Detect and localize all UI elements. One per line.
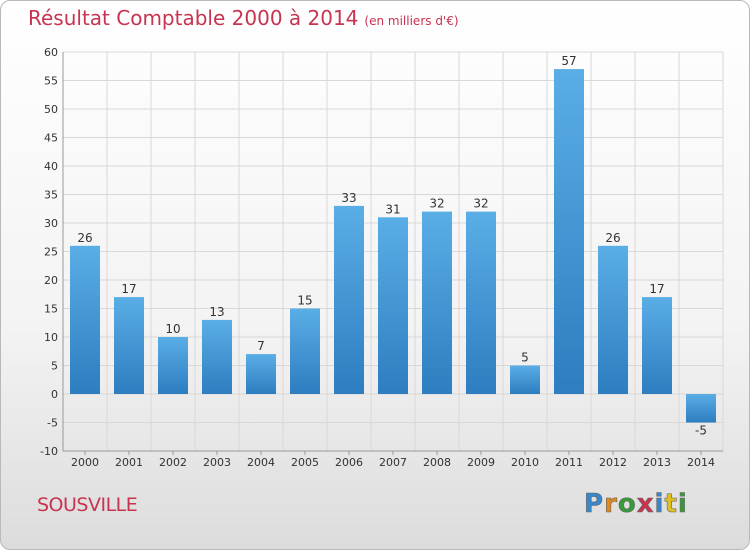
bar-2006 xyxy=(334,205,364,394)
bar-2001 xyxy=(114,297,144,394)
x-tick-label: 2005 xyxy=(291,456,319,469)
bar-2002 xyxy=(158,337,188,394)
chart-subtitle: (en milliers d'€) xyxy=(364,14,459,28)
x-tick-label: 2007 xyxy=(379,456,407,469)
value-label-2012: 26 xyxy=(605,231,620,245)
logo-letter: i xyxy=(654,489,665,520)
bar-2009 xyxy=(466,211,496,394)
y-tick-label: -5 xyxy=(47,417,58,430)
bar-2000 xyxy=(70,245,100,394)
y-tick-label: 40 xyxy=(44,160,58,173)
x-tick-label: 2000 xyxy=(71,456,99,469)
logo-letter: x xyxy=(636,489,655,520)
y-tick-label: 50 xyxy=(44,103,58,116)
y-tick-label: 20 xyxy=(44,274,58,287)
y-tick-label: 45 xyxy=(44,132,58,145)
logo-letter: t xyxy=(664,489,678,520)
value-label-2010: 5 xyxy=(521,351,529,365)
value-label-2004: 7 xyxy=(257,339,265,353)
value-label-2011: 57 xyxy=(561,54,576,68)
x-tick-label: 2003 xyxy=(203,456,231,469)
value-label-2006: 33 xyxy=(341,191,356,205)
x-tick-label: 2014 xyxy=(687,456,715,469)
location-name: SOUSVILLE xyxy=(37,494,138,516)
bar-2014 xyxy=(686,394,716,423)
proxiti-logo: Proxiti xyxy=(584,489,688,520)
logo-letter: o xyxy=(617,489,637,520)
x-tick-label: 2006 xyxy=(335,456,363,469)
bar-2012 xyxy=(598,245,628,394)
x-tick-label: 2011 xyxy=(555,456,583,469)
x-tick-label: 2013 xyxy=(643,456,671,469)
x-tick-label: 2002 xyxy=(159,456,187,469)
bar-2008 xyxy=(422,211,452,394)
bar-2011 xyxy=(554,69,584,394)
y-tick-label: 60 xyxy=(44,46,58,59)
value-label-2000: 26 xyxy=(77,231,92,245)
y-tick-label: 25 xyxy=(44,246,58,259)
y-tick-label: -10 xyxy=(40,445,58,458)
value-label-2008: 32 xyxy=(429,197,444,211)
x-tick-label: 2010 xyxy=(511,456,539,469)
value-label-2013: 17 xyxy=(649,282,664,296)
bar-2003 xyxy=(202,319,232,394)
x-tick-label: 2004 xyxy=(247,456,275,469)
y-tick-label: 35 xyxy=(44,189,58,202)
bar-2010 xyxy=(510,365,540,394)
chart-title-text: Résultat Comptable 2000 à 2014 xyxy=(28,6,359,30)
axes xyxy=(62,52,723,455)
bar-2007 xyxy=(378,217,408,394)
value-label-2001: 17 xyxy=(121,282,136,296)
bars xyxy=(70,69,716,423)
logo-letter: P xyxy=(584,489,605,520)
x-tick-label: 2001 xyxy=(115,456,143,469)
x-tick-label: 2008 xyxy=(423,456,451,469)
y-tick-label: 0 xyxy=(51,388,58,401)
y-tick-label: 10 xyxy=(44,331,58,344)
bar-2004 xyxy=(246,354,276,394)
value-label-2014: -5 xyxy=(695,424,707,438)
value-label-2007: 31 xyxy=(385,202,400,216)
y-tick-label: 5 xyxy=(51,360,58,373)
bar-2005 xyxy=(290,308,320,394)
labels: -10 -5 0 5 10 15 20 25 30 35 40 45 50 55 60 26 2000 17 200… xyxy=(40,46,715,469)
logo-letter: i xyxy=(677,489,688,520)
chart-title: Résultat Comptable 2000 à 2014 (en millie… xyxy=(28,6,459,30)
y-tick-label: 30 xyxy=(44,217,58,230)
y-tick-label: 15 xyxy=(44,303,58,316)
value-label-2009: 32 xyxy=(473,197,488,211)
x-tick-label: 2009 xyxy=(467,456,495,469)
bar-2013 xyxy=(642,297,672,394)
y-tick-label: 55 xyxy=(44,75,58,88)
value-label-2005: 15 xyxy=(297,294,312,308)
x-tick-label: 2012 xyxy=(599,456,627,469)
value-label-2003: 13 xyxy=(209,305,224,319)
logo-letter: r xyxy=(604,489,618,520)
value-label-2002: 10 xyxy=(165,322,180,336)
